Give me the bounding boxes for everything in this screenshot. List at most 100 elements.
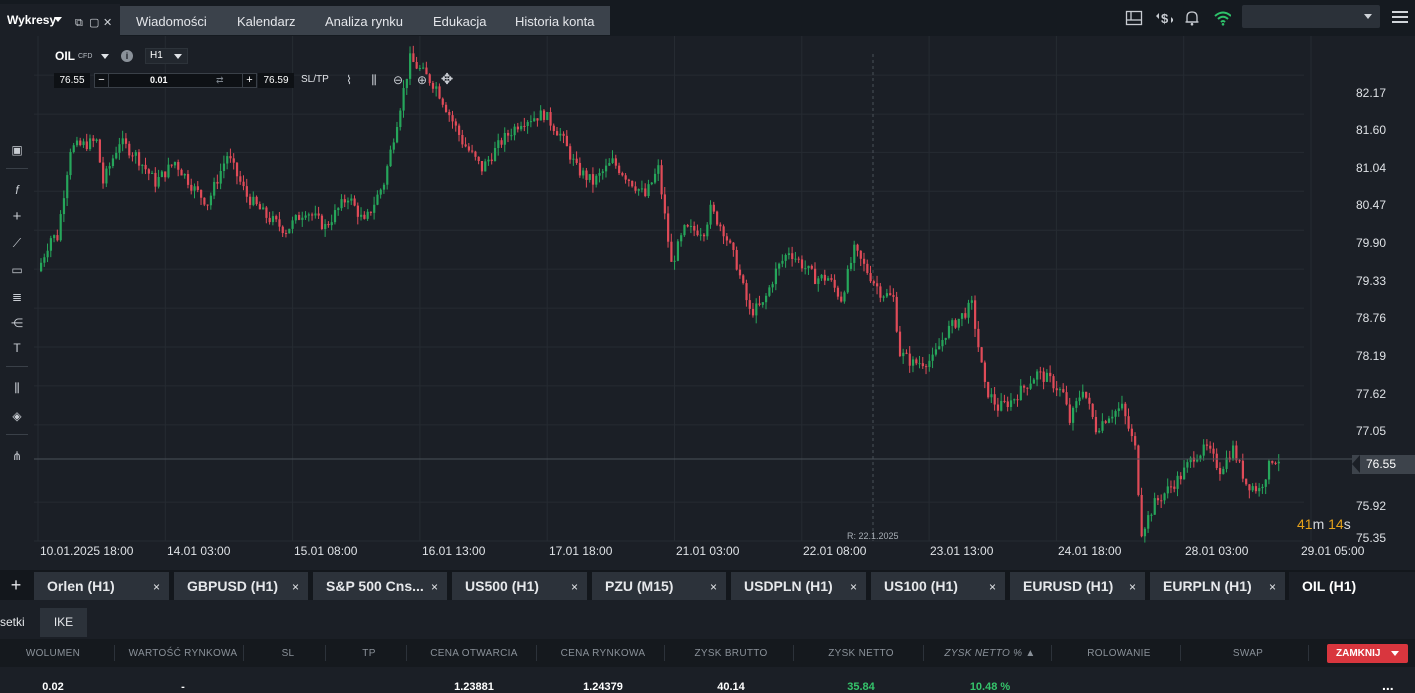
minus-button[interactable]: − — [95, 74, 109, 87]
news-panel-icon[interactable] — [1125, 10, 1143, 26]
tab-ike[interactable]: IKE — [40, 608, 87, 637]
candle-body — [105, 168, 108, 184]
candle-body — [719, 224, 722, 227]
fibonacci-icon[interactable]: ≣ — [11, 290, 23, 304]
pitchfork-icon[interactable]: ⋲ — [11, 316, 23, 330]
col-net-profit[interactable]: ZYSK NETTO — [828, 648, 894, 659]
candle-body — [598, 173, 601, 176]
col-volume[interactable]: WOLUMEN — [25, 648, 81, 659]
candle-body — [1212, 448, 1215, 454]
candle-body — [1163, 493, 1166, 501]
candle-body — [200, 189, 203, 198]
close-icon[interactable]: × — [1268, 580, 1276, 594]
candle-body — [523, 125, 526, 127]
col-gross-profit[interactable]: ZYSK BRUTTO — [694, 648, 768, 659]
price-chart[interactable]: OIL CFD i H1 76.55 − 0.01 ⇄ + 76.59 SL/TP… — [34, 36, 1415, 570]
charts-menu[interactable]: Wykresy ⧉ ▢ ✕ — [0, 4, 120, 36]
tab-pzu[interactable]: PZU (M15) × — [592, 572, 726, 600]
col-swap[interactable]: SWAP — [1232, 648, 1264, 659]
close-icon[interactable]: × — [1128, 580, 1136, 594]
candlestick-plot[interactable] — [34, 36, 1415, 570]
candle-body — [438, 86, 441, 99]
candle-type-icon[interactable]: ⫼ — [371, 73, 377, 87]
candle-body — [575, 158, 578, 163]
volume-value[interactable]: 0.01 — [150, 75, 168, 85]
line-chart-icon[interactable]: ⌇ — [346, 73, 352, 87]
col-sl[interactable]: SL — [281, 648, 295, 659]
plus-button[interactable]: + — [242, 74, 256, 87]
close-icon[interactable]: × — [709, 580, 717, 594]
close-icon[interactable]: × — [430, 580, 438, 594]
candle-body — [409, 53, 412, 79]
volume-stepper[interactable]: − 0.01 ⇄ + — [94, 73, 257, 88]
divider — [406, 645, 407, 661]
nav-account-history[interactable]: Historia konta — [515, 14, 595, 29]
tab-oil[interactable]: OIL (H1) — [1289, 572, 1415, 600]
zoom-out-icon[interactable]: ⊖ — [392, 73, 404, 87]
candle-body — [180, 169, 183, 176]
nav-calendar[interactable]: Kalendarz — [237, 14, 296, 29]
crosshair-icon[interactable]: + — [12, 208, 22, 225]
candle-body — [72, 145, 75, 153]
col-net-profit-pct[interactable]: ZYSK NETTO % ▲ — [944, 648, 1036, 659]
candle-body — [807, 265, 810, 269]
menu-icon[interactable] — [1392, 11, 1408, 23]
close-icon[interactable]: × — [988, 580, 996, 594]
add-tab-button[interactable]: + — [10, 575, 22, 595]
close-all-button[interactable]: ZAMKNIJ — [1327, 644, 1408, 663]
candle-body — [751, 308, 755, 316]
sell-price[interactable]: 76.55 — [54, 73, 90, 88]
tab-us500[interactable]: US500 (H1) × — [452, 572, 587, 600]
col-open-price[interactable]: CENA OTWARCIA — [430, 648, 518, 659]
sltp-button[interactable]: SL/TP — [301, 74, 329, 85]
close-icon[interactable]: × — [849, 580, 857, 594]
zoom-in-icon[interactable]: ⊕ — [416, 73, 428, 87]
close-icon[interactable]: ✕ — [103, 17, 113, 29]
tab-us100[interactable]: US100 (H1) × — [871, 572, 1005, 600]
candle-body — [1081, 391, 1084, 398]
move-icon[interactable]: ✥ — [440, 71, 454, 88]
more-options-icon[interactable]: ... — [1382, 677, 1394, 693]
bell-icon[interactable] — [1184, 10, 1202, 26]
nav-market-analysis[interactable]: Analiza rynku — [325, 14, 404, 29]
close-icon[interactable]: × — [570, 580, 578, 594]
tab-setki[interactable]: setki — [0, 615, 25, 629]
candle-body — [373, 204, 376, 213]
col-rollover[interactable]: ROLOWANIE — [1087, 648, 1151, 659]
swap-icon[interactable]: ⇄ — [216, 75, 224, 85]
maximize-icon[interactable]: ▢ — [89, 17, 100, 29]
rectangle-icon[interactable]: ▭ — [11, 263, 23, 277]
candle-body — [131, 155, 134, 157]
nav-education[interactable]: Edukacja — [433, 14, 487, 29]
nav-news[interactable]: Wiadomości — [136, 14, 207, 29]
info-icon[interactable]: i — [121, 50, 133, 62]
currency-exchange-icon[interactable]: $ — [1155, 10, 1173, 26]
layers-icon[interactable]: ◈ — [12, 409, 22, 423]
candles-icon[interactable]: ⫼ — [14, 381, 20, 395]
account-selector[interactable] — [1242, 5, 1380, 28]
close-icon[interactable]: × — [152, 580, 160, 594]
col-tp[interactable]: TP — [362, 648, 376, 659]
tab-eurusd[interactable]: EURUSD (H1) × — [1010, 572, 1145, 600]
symbol-selector[interactable]: OIL CFD — [55, 49, 92, 63]
cell-market-value: - — [181, 681, 185, 693]
chart-type-icon[interactable]: ▣ — [11, 143, 23, 157]
chevron-down-icon[interactable] — [101, 54, 109, 59]
tab-orlen[interactable]: Orlen (H1) × — [34, 572, 169, 600]
col-market-price[interactable]: CENA RYNKOWA — [560, 648, 646, 659]
indicators-icon[interactable]: f — [15, 183, 19, 197]
close-icon[interactable]: × — [291, 580, 299, 594]
timeframe-select[interactable]: H1 — [145, 48, 188, 64]
tab-gbpusd[interactable]: GBPUSD (H1) × — [174, 572, 308, 600]
buy-price[interactable]: 76.59 — [258, 73, 294, 88]
trend-line-icon[interactable]: ⟋ — [12, 236, 22, 250]
tab-sp500[interactable]: S&P 500 Cns... × — [313, 572, 447, 600]
text-tool-icon[interactable]: T — [13, 341, 21, 355]
tab-usdpln[interactable]: USDPLN (H1) × — [731, 572, 866, 600]
candle-body — [350, 198, 353, 201]
popout-icon[interactable]: ⧉ — [75, 17, 83, 29]
divider — [243, 645, 244, 661]
col-market-value[interactable]: WARTOŚĆ RYNKOWA — [128, 648, 238, 659]
tab-eurpln[interactable]: EURPLN (H1) × — [1150, 572, 1285, 600]
share-icon[interactable]: ⋔ — [11, 449, 23, 463]
